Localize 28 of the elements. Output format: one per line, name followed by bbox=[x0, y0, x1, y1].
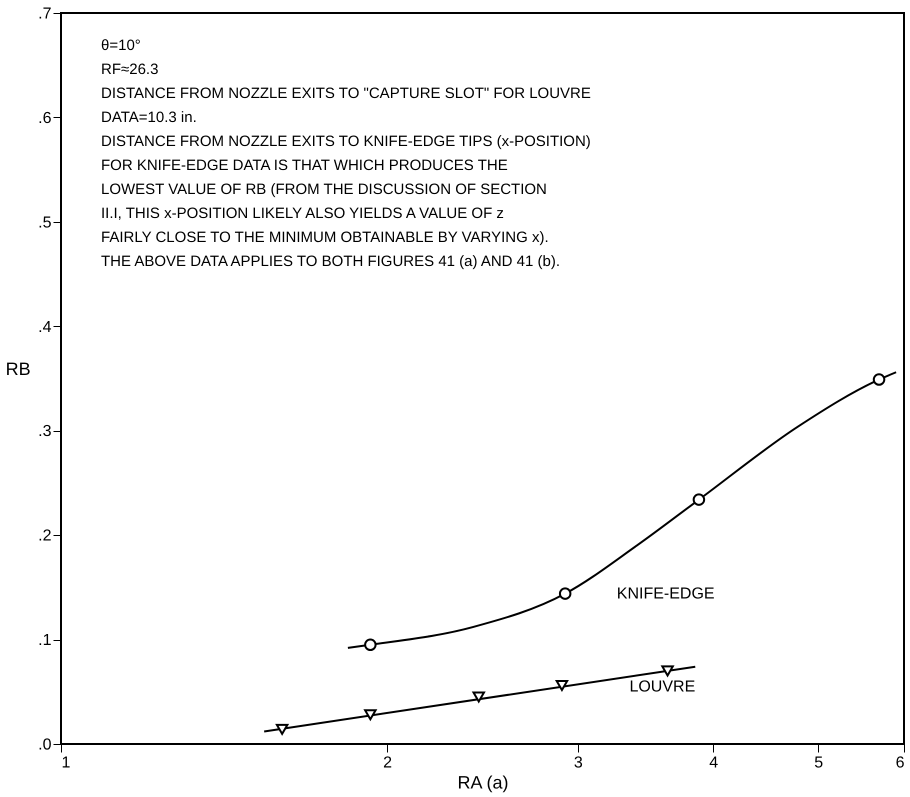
x-tick-label: 5 bbox=[814, 754, 824, 772]
y-tick-label: .4 bbox=[38, 318, 52, 336]
x-tick-label: 3 bbox=[574, 754, 583, 772]
series-label: LOUVRE bbox=[629, 678, 696, 696]
y-axis-title: RB bbox=[6, 359, 31, 379]
annotation: DISTANCE FROM NOZZLE EXITS TO "CAPTURE SLOT" FOR LOUVRE bbox=[101, 85, 591, 102]
series-label: KNIFE-EDGE bbox=[616, 586, 715, 603]
y-tick-label: .3 bbox=[38, 423, 52, 440]
annotation: LOWEST VALUE OF RB (FROM THE DISCUSSION OF SECTION bbox=[101, 181, 547, 198]
y-tick-label: .6 bbox=[38, 110, 52, 127]
x-tick-label: 6 bbox=[896, 754, 905, 772]
x-tick-label: 2 bbox=[383, 754, 392, 772]
x-tick-label: 4 bbox=[709, 754, 718, 772]
y-tick-label: .0 bbox=[38, 736, 52, 754]
annotation: DISTANCE FROM NOZZLE EXITS TO KNIFE-EDGE TIPS (x-POSITION) bbox=[101, 133, 591, 150]
y-tick-label: .2 bbox=[38, 528, 52, 545]
x-tick-label: 1 bbox=[62, 754, 70, 772]
annotation: RF≈26.3 bbox=[101, 61, 158, 78]
x-axis-title: RA (a) bbox=[457, 772, 509, 792]
annotation: II.I, THIS x-POSITION LIKELY ALSO YIELDS A VALUE OF z bbox=[101, 205, 504, 222]
y-tick-label: .5 bbox=[38, 214, 52, 232]
annotation: DATA=10.3 in. bbox=[101, 109, 197, 126]
annotation: FOR KNIFE-EDGE DATA IS THAT WHICH PRODUCES THE bbox=[101, 157, 508, 174]
y-tick-label: .7 bbox=[38, 6, 52, 22]
y-tick-label: .1 bbox=[38, 632, 52, 650]
annotation: θ=10° bbox=[101, 37, 141, 54]
annotation: FAIRLY CLOSE TO THE MINIMUM OBTAINABLE BY VARYING x). bbox=[101, 229, 549, 246]
annotation: THE ABOVE DATA APPLIES TO BOTH FIGURES 41 (a) AND 41 (b). bbox=[101, 253, 560, 270]
